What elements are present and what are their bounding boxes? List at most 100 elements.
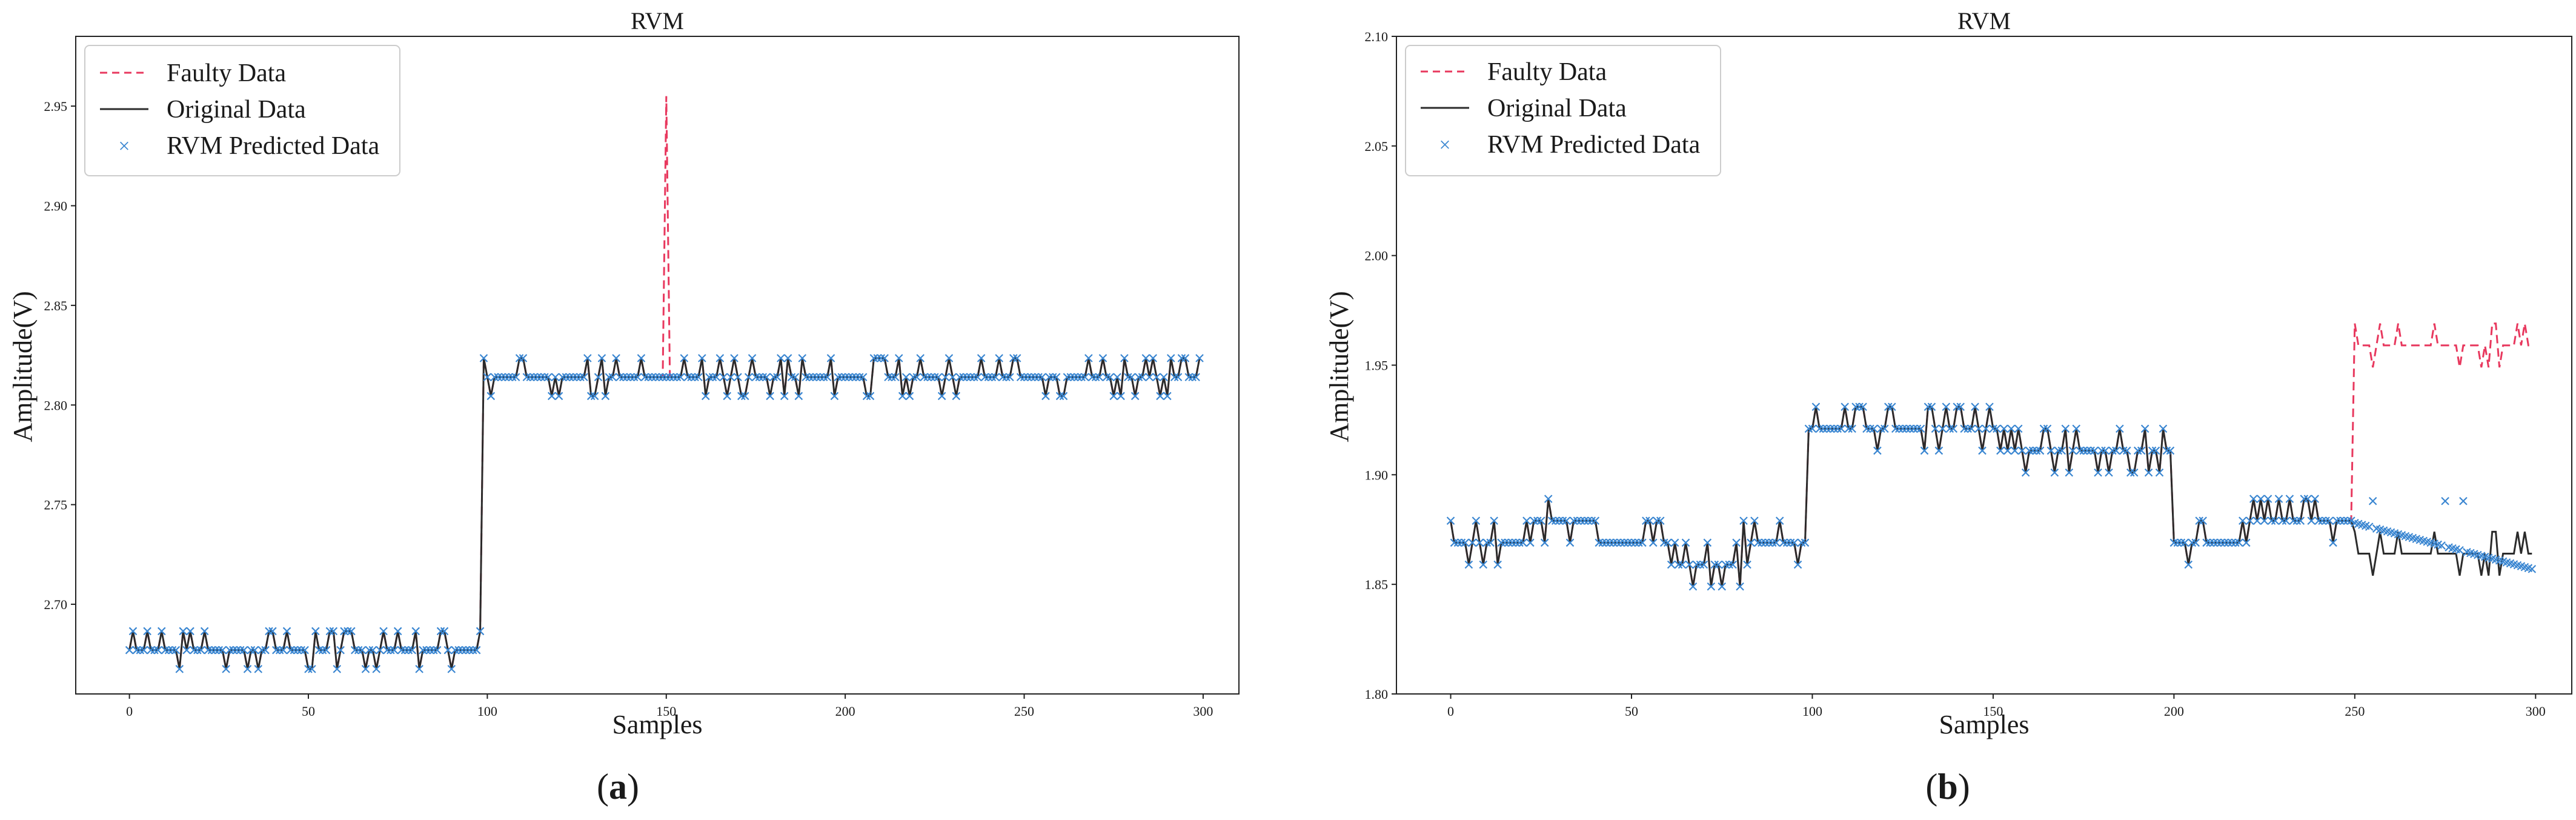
predicted-point (397, 645, 406, 655)
predicted-point (2206, 538, 2214, 547)
predicted-point (1052, 373, 1061, 382)
predicted-point (1091, 373, 1100, 382)
predicted-point (2441, 496, 2449, 505)
predicted-point (1771, 538, 1781, 547)
predicted-point (809, 373, 817, 382)
predicted-point (1953, 402, 1962, 411)
predicted-point (190, 645, 198, 655)
predicted-point (730, 354, 739, 362)
predicted-point (158, 627, 166, 636)
predicted-point (1569, 516, 1578, 525)
plot-frame-a (75, 36, 1240, 695)
predicted-point (1859, 402, 1867, 411)
predicted-point (880, 354, 889, 362)
predicted-point (483, 373, 492, 382)
predicted-point (1924, 402, 1933, 411)
predicted-point (415, 665, 423, 673)
predicted-point (1120, 354, 1129, 362)
predicted-point (2007, 424, 2016, 433)
predicted-point (1811, 402, 1821, 411)
chart-title-a: RVM (631, 7, 684, 35)
predicted-point (1163, 392, 1172, 401)
predicted-point (1714, 560, 1723, 569)
predicted-point (2365, 522, 2374, 531)
predicted-point (601, 392, 610, 401)
predicted-point (648, 373, 656, 382)
predicted-point (762, 373, 771, 382)
predicted-point (558, 373, 567, 382)
predicted-point (1649, 538, 1658, 547)
predicted-point (1192, 373, 1200, 382)
predicted-point (1696, 560, 1705, 569)
y-axis-label-a: Amplitude(V) (8, 291, 38, 442)
predicted-point (1960, 424, 1968, 433)
predicted-point (1450, 538, 1459, 547)
predicted-point (2119, 446, 2128, 455)
y-tick-label: 2.10 (1365, 29, 1389, 44)
predicted-point (526, 373, 535, 382)
y-tick-label: 1.80 (1365, 687, 1389, 702)
predicted-point (1866, 424, 1874, 433)
predicted-point (1989, 424, 1997, 433)
predicted-point (2159, 424, 2168, 433)
predicted-point (819, 373, 828, 382)
predicted-point (2252, 516, 2262, 525)
predicted-point (2188, 538, 2197, 547)
predicted-point (182, 645, 191, 655)
predicted-point (204, 645, 213, 655)
plot-area-a (125, 96, 1204, 673)
predicted-point (812, 373, 821, 382)
predicted-point (462, 645, 470, 655)
predicted-point (612, 354, 620, 362)
predicted-point (1956, 402, 1965, 411)
predicted-point (869, 354, 878, 362)
predicted-point (347, 627, 356, 636)
predicted-point (858, 373, 868, 382)
predicted-point (1945, 424, 1954, 433)
x-tick-label: 300 (1193, 704, 1213, 719)
predicted-point (683, 373, 692, 382)
predicted-point (533, 373, 542, 382)
predicted-point (1844, 424, 1853, 433)
predicted-point (1605, 538, 1614, 547)
predicted-point (1195, 354, 1204, 362)
predicted-point (1786, 538, 1795, 547)
predicted-point (862, 392, 871, 401)
predicted-point (637, 354, 646, 362)
predicted-point (1927, 402, 1936, 411)
predicted-point (1479, 560, 1488, 569)
predicted-point (1059, 392, 1068, 401)
predicted-point (390, 645, 399, 655)
predicted-point (2329, 538, 2337, 547)
predicted-point (1718, 582, 1727, 591)
predicted-point (233, 645, 241, 655)
predicted-point (214, 645, 224, 655)
predicted-point (1584, 516, 1593, 525)
predicted-point (1464, 560, 1473, 569)
predicted-point (2140, 424, 2149, 433)
predicted-point (941, 373, 950, 382)
predicted-point (1873, 446, 1882, 455)
predicted-point (973, 373, 982, 382)
plot-area-b (1446, 322, 2537, 591)
predicted-point (573, 373, 581, 382)
predicted-point (2108, 446, 2117, 455)
predicted-point (2314, 516, 2323, 525)
predicted-point (1931, 424, 1940, 433)
predicted-point (2177, 538, 2186, 547)
predicted-point (927, 373, 935, 382)
predicted-point (2094, 468, 2102, 477)
predicted-point (247, 645, 256, 655)
predicted-point (866, 392, 875, 401)
predicted-point (1775, 516, 1784, 525)
predicted-point (1020, 373, 1029, 382)
predicted-point (207, 645, 216, 655)
predicted-point (2032, 446, 2041, 455)
predicted-point (2209, 538, 2218, 547)
predicted-point (265, 627, 273, 636)
legend-faulty-b: Faulty Data (1487, 58, 1607, 86)
predicted-point (125, 645, 134, 655)
predicted-point (1822, 424, 1831, 433)
predicted-point (1985, 402, 1994, 411)
predicted-point (1996, 446, 2005, 455)
